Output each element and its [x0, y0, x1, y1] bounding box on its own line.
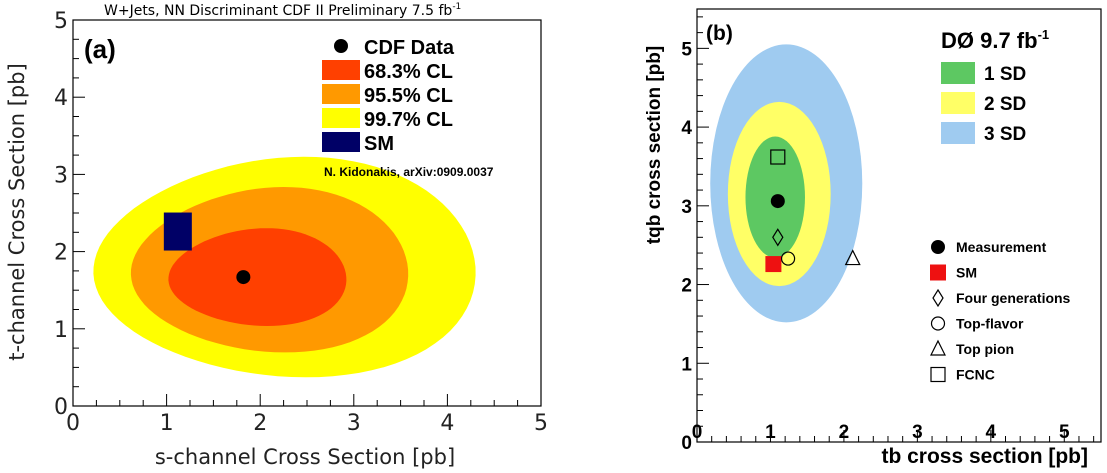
- a-x-axis-label: s-channel Cross Section [pb]: [155, 445, 455, 469]
- b-legend-marker: [930, 339, 946, 356]
- a-x-tick-label: 3: [347, 411, 361, 436]
- b-panel-label: (b): [706, 22, 733, 45]
- b-x-tick-label: 1: [765, 422, 776, 443]
- a-legend-label: 99.7% CL: [364, 109, 453, 131]
- a-confidence-regions: [93, 156, 476, 378]
- b-x-tick-label: 3: [912, 422, 923, 443]
- b-point-circle: [770, 194, 785, 209]
- b-y-tick-label: 0: [681, 433, 692, 454]
- b-point-triangle: [844, 249, 861, 266]
- b-sd-label: 1 SD: [984, 64, 1026, 85]
- panel-b: 0 1 2 3 4 5 0 1 2 3 4 5 (b) DØ 9.7 fb-1 tb cross se…: [644, 8, 1102, 468]
- a-sm-marker: [163, 212, 192, 251]
- b-experiment-label: DØ 9.7 fb-1: [941, 27, 1049, 53]
- a-markers: [163, 212, 251, 285]
- a-x-tick-label: 1: [160, 411, 174, 436]
- b-legend-marker: [931, 240, 945, 254]
- a-citation: N. Kidonakis, arXiv:0909.0037: [324, 165, 494, 179]
- a-y-tick-label: 0: [54, 395, 68, 420]
- a-legend-swatch: [322, 60, 360, 80]
- a-legend-swatch: [322, 132, 360, 152]
- b-sd-legend: 1 SD 2 SD 3 SD: [941, 62, 1026, 145]
- a-x-tick-label: 5: [534, 411, 548, 436]
- b-sd-regions: [710, 44, 863, 323]
- b-sd-label: 3 SD: [984, 124, 1026, 145]
- b-legend-label: Top-flavor: [956, 316, 1024, 332]
- b-legend-marker: [930, 316, 946, 331]
- a-y-tick-label: 2: [54, 241, 68, 266]
- a-title: W+Jets, NN Discriminant CDF II Prelimina…: [104, 2, 461, 19]
- b-legend-marker: [930, 366, 946, 383]
- a-legend-label: CDF Data: [364, 37, 455, 59]
- a-panel-label: (a): [84, 34, 116, 64]
- panel-a: 0 1 2 3 4 5 0 1 2 3 4 5 W+Jets, NN Discriminant CDF…: [5, 2, 548, 469]
- a-y-axis-label: t-channel Cross Section [pb]: [5, 63, 29, 361]
- b-y-axis-label: tqb cross section [pb]: [644, 46, 665, 244]
- a-data-marker: [236, 270, 251, 285]
- b-x-tick-label: 5: [1059, 422, 1070, 443]
- b-y-tick-label: 1: [681, 354, 692, 375]
- a-axis-ticks: 0 1 2 3 4 5 0 1 2 3 4 5: [54, 9, 548, 436]
- b-point-circle-open: [780, 251, 796, 266]
- b-points-legend: Measurement SM Four generations Top-flavor T…: [930, 239, 1071, 383]
- b-legend-label: Measurement: [956, 239, 1047, 255]
- a-x-tick-label: 0: [66, 411, 80, 436]
- a-legend-label: 68.3% CL: [364, 61, 453, 83]
- a-y-tick-label: 5: [54, 9, 68, 34]
- a-legend-label: SM: [364, 133, 394, 155]
- a-region-2: [168, 228, 347, 326]
- b-sd-swatch: [941, 122, 975, 144]
- b-legend-marker: [932, 288, 944, 308]
- a-legend-marker: [334, 39, 348, 53]
- a-legend-swatch: [322, 108, 360, 128]
- b-x-tick-label: 4: [986, 422, 997, 443]
- b-sd-label: 2 SD: [984, 94, 1026, 115]
- b-y-tick-label: 4: [681, 118, 692, 139]
- b-sd-swatch: [941, 62, 975, 84]
- b-axis-ticks: 0 1 2 3 4 5 0 1 2 3 4 5: [681, 16, 1095, 454]
- a-x-tick-label: 4: [440, 411, 454, 436]
- b-x-axis-label: tb cross section [pb]: [881, 445, 1088, 468]
- b-y-tick-label: 2: [681, 276, 692, 297]
- b-legend-marker: [930, 264, 946, 281]
- a-y-tick-label: 1: [54, 318, 68, 343]
- a-y-tick-label: 3: [54, 163, 68, 188]
- b-point-square-open: [770, 149, 786, 165]
- b-markers: [765, 149, 861, 273]
- b-legend-label: Four generations: [956, 290, 1071, 306]
- b-y-tick-label: 5: [681, 39, 692, 60]
- b-x-tick-label: 0: [692, 422, 703, 443]
- b-legend-label: Top pion: [956, 341, 1014, 357]
- a-x-tick-label: 2: [253, 411, 267, 436]
- b-legend-label: FCNC: [956, 367, 995, 383]
- b-y-tick-label: 3: [681, 197, 692, 218]
- a-y-tick-label: 4: [54, 86, 68, 111]
- a-legend-label: 95.5% CL: [364, 85, 453, 107]
- a-legend-swatch: [322, 84, 360, 104]
- b-point-square-red: [765, 256, 782, 273]
- b-plot-frame: [696, 8, 1102, 443]
- b-point-diamond: [772, 228, 784, 247]
- b-sd-swatch: [941, 92, 975, 114]
- b-legend-label: SM: [956, 265, 977, 281]
- b-x-tick-label: 2: [839, 422, 850, 443]
